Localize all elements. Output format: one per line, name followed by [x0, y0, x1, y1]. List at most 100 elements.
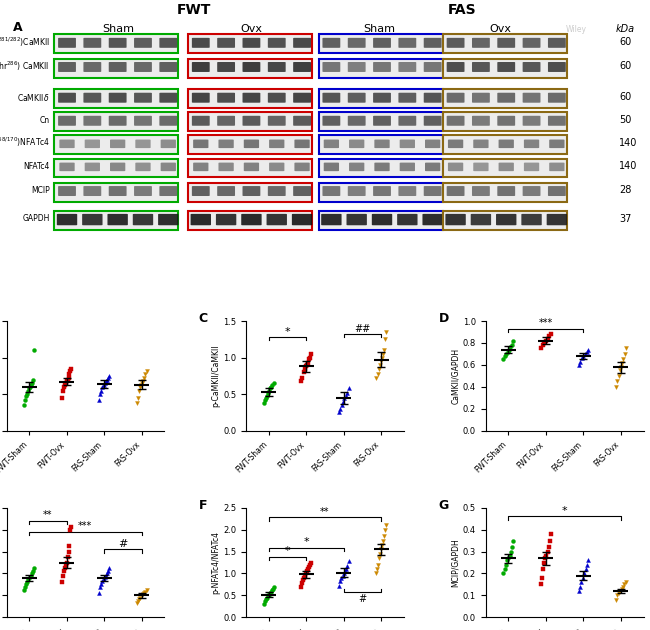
Point [268, 378, 279, 388]
FancyBboxPatch shape [497, 62, 515, 72]
FancyBboxPatch shape [135, 163, 151, 171]
Point [24, 383, 34, 393]
Point [96, 386, 107, 396]
Point [140, 587, 151, 597]
Point [499, 355, 509, 365]
Point [580, 349, 590, 359]
FancyBboxPatch shape [134, 116, 152, 126]
FancyBboxPatch shape [322, 93, 341, 103]
Text: Cn: Cn [40, 116, 50, 125]
FancyBboxPatch shape [218, 140, 234, 148]
Point [333, 408, 344, 418]
Point [337, 571, 348, 581]
FancyBboxPatch shape [523, 38, 540, 48]
Text: 60: 60 [619, 37, 632, 47]
Point [131, 598, 142, 608]
FancyBboxPatch shape [218, 163, 234, 171]
Point [21, 580, 31, 590]
FancyBboxPatch shape [58, 62, 76, 72]
FancyBboxPatch shape [524, 163, 539, 171]
Point [343, 561, 353, 571]
Text: #: # [359, 594, 367, 604]
FancyBboxPatch shape [424, 38, 441, 48]
FancyBboxPatch shape [398, 62, 416, 72]
Point [614, 371, 624, 381]
Point [504, 551, 515, 561]
Y-axis label: p-NFATc4/NFATc4: p-NFATc4/NFATc4 [211, 531, 220, 594]
Point [537, 573, 547, 583]
Point [65, 366, 75, 376]
FancyBboxPatch shape [134, 38, 152, 48]
FancyBboxPatch shape [192, 186, 210, 196]
FancyBboxPatch shape [268, 93, 285, 103]
Point [374, 360, 385, 370]
Point [28, 374, 38, 384]
Point [542, 333, 552, 343]
Point [66, 522, 77, 532]
FancyBboxPatch shape [192, 38, 210, 48]
Point [65, 525, 75, 535]
Point [29, 345, 39, 355]
Point [541, 551, 552, 561]
FancyBboxPatch shape [497, 93, 515, 103]
Point [137, 378, 148, 388]
Point [61, 376, 72, 386]
Point [621, 577, 631, 587]
Point [611, 382, 621, 392]
FancyBboxPatch shape [373, 116, 391, 126]
Point [263, 590, 274, 600]
Point [539, 558, 549, 568]
Point [501, 349, 512, 359]
Text: **: ** [43, 510, 53, 520]
FancyBboxPatch shape [322, 186, 341, 196]
Point [618, 581, 629, 592]
Point [381, 327, 391, 337]
Point [306, 349, 317, 359]
FancyBboxPatch shape [244, 163, 259, 171]
FancyBboxPatch shape [349, 163, 365, 171]
Point [140, 369, 151, 379]
Point [62, 374, 73, 384]
FancyBboxPatch shape [448, 163, 463, 171]
Point [545, 529, 556, 539]
FancyBboxPatch shape [523, 62, 540, 72]
Point [29, 563, 39, 573]
FancyBboxPatch shape [443, 211, 567, 230]
FancyBboxPatch shape [318, 159, 443, 178]
FancyBboxPatch shape [424, 93, 441, 103]
FancyBboxPatch shape [398, 186, 416, 196]
Point [101, 571, 111, 581]
Point [101, 374, 112, 384]
FancyBboxPatch shape [110, 163, 125, 171]
FancyBboxPatch shape [497, 38, 515, 48]
Point [582, 346, 592, 357]
FancyBboxPatch shape [372, 214, 392, 226]
Point [333, 581, 344, 591]
FancyBboxPatch shape [472, 62, 490, 72]
Point [377, 540, 387, 550]
Text: CaMKII$\delta$: CaMKII$\delta$ [18, 91, 50, 103]
FancyBboxPatch shape [269, 140, 285, 148]
Text: 140: 140 [619, 138, 638, 148]
FancyBboxPatch shape [82, 214, 103, 226]
FancyBboxPatch shape [497, 186, 515, 196]
Point [575, 357, 586, 367]
FancyBboxPatch shape [443, 35, 567, 54]
Point [372, 369, 383, 379]
FancyBboxPatch shape [84, 163, 100, 171]
Point [373, 559, 384, 570]
Point [58, 382, 69, 392]
FancyBboxPatch shape [318, 59, 443, 77]
Text: Ovx: Ovx [489, 25, 511, 35]
Point [381, 520, 391, 530]
FancyBboxPatch shape [523, 186, 540, 196]
FancyBboxPatch shape [217, 93, 235, 103]
Point [341, 391, 351, 401]
Point [536, 580, 546, 590]
FancyBboxPatch shape [58, 93, 76, 103]
Text: *: * [562, 506, 567, 516]
Point [139, 373, 150, 383]
Point [499, 568, 509, 578]
FancyBboxPatch shape [322, 116, 341, 126]
FancyBboxPatch shape [134, 62, 152, 72]
